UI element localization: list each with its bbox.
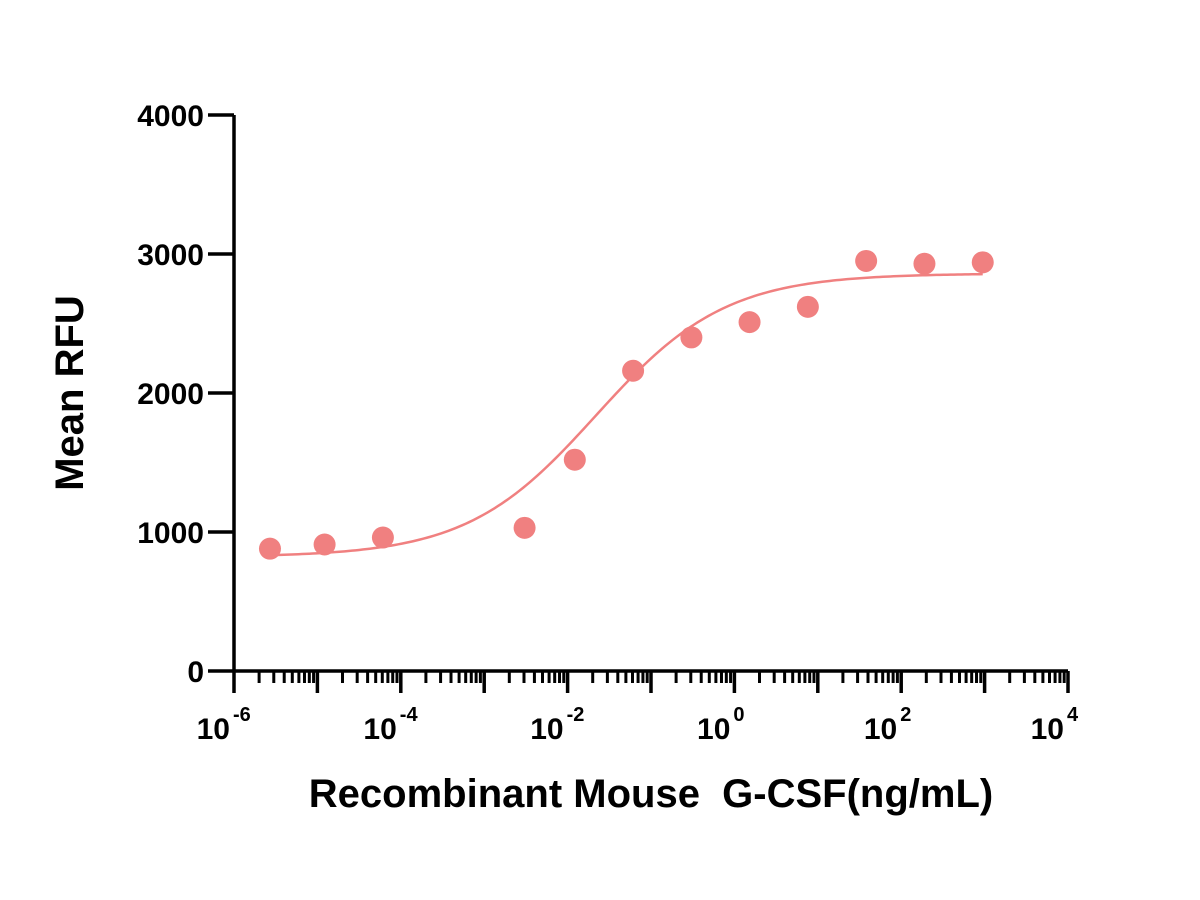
data-point	[371, 526, 394, 549]
x-tick-label-base: 10	[197, 713, 230, 746]
data-point	[680, 326, 703, 349]
y-axis-title: Mean RFU	[48, 295, 92, 491]
data-point	[913, 252, 936, 275]
y-axis: 0 1000 2000 3000 4000	[137, 100, 236, 689]
data-point	[796, 295, 819, 318]
data-point	[258, 537, 281, 560]
y-tick-label: 2000	[137, 378, 204, 411]
x-tick-label-exponent: -6	[233, 704, 251, 726]
y-tick-label: 3000	[137, 239, 204, 272]
data-point	[313, 533, 336, 556]
data-point	[563, 448, 586, 471]
x-axis: 10 -6 10 -4 10 -2 10 0 10 2 10 4	[197, 669, 1079, 746]
x-tick-label: 10 4	[1031, 704, 1079, 746]
data-point	[622, 359, 645, 382]
x-tick-label-exponent: -4	[400, 704, 419, 726]
x-tick-label: 10 0	[697, 704, 745, 746]
x-tick-label: 10 -6	[197, 704, 251, 746]
data-point	[738, 311, 761, 334]
x-tick-label-base: 10	[363, 713, 396, 746]
x-tick-label-exponent: 2	[900, 704, 911, 726]
y-tick-label: 0	[187, 656, 204, 689]
x-tick-label-base: 10	[1031, 713, 1064, 746]
data-point	[971, 251, 994, 274]
x-tick-label-base: 10	[864, 713, 897, 746]
x-tick-label: 10 2	[864, 704, 912, 746]
x-tick-label-base: 10	[697, 713, 730, 746]
x-tick-label: 10 -2	[530, 704, 584, 746]
y-tick-label: 1000	[137, 517, 204, 550]
x-tick-label-exponent: -2	[567, 704, 585, 726]
data-points-layer	[258, 249, 994, 560]
x-tick-label-base: 10	[530, 713, 563, 746]
fit-curve	[269, 272, 983, 557]
data-point	[513, 516, 536, 539]
y-tick-label: 4000	[137, 100, 204, 133]
x-tick-label-exponent: 4	[1067, 704, 1079, 726]
x-tick-label: 10 -4	[363, 704, 418, 746]
x-tick-label-exponent: 0	[733, 704, 744, 726]
data-point	[855, 249, 878, 272]
fit-curve-layer	[269, 272, 983, 557]
x-axis-title: Recombinant Mouse G-CSF(ng/mL)	[309, 772, 993, 816]
